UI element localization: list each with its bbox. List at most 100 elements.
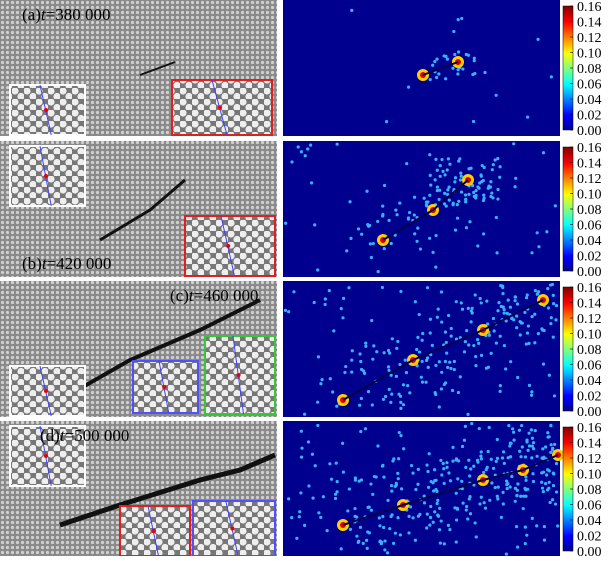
heat-dot <box>340 307 343 310</box>
heat-dot <box>469 467 472 470</box>
heat-dot <box>397 477 400 480</box>
heat-dot <box>376 220 379 223</box>
heat-dot <box>437 72 440 75</box>
heat-dot <box>284 309 287 312</box>
heat-dot <box>436 169 439 172</box>
heat-dot <box>324 297 327 300</box>
heat-dot <box>402 403 405 406</box>
heat-dot <box>527 342 530 345</box>
heat-dot <box>445 461 448 464</box>
heat-dot <box>367 390 370 393</box>
colorbar-tick-label: 0.00 <box>577 405 602 420</box>
heat-dot <box>429 183 432 186</box>
heat-dot <box>476 459 479 462</box>
heat-dot <box>358 480 361 483</box>
heat-dot <box>482 193 485 196</box>
heat-dot <box>348 200 351 203</box>
heat-dot <box>360 233 363 236</box>
heat-dot <box>461 308 464 311</box>
heat-dot <box>512 318 515 321</box>
heat-dot <box>439 164 442 167</box>
heat-dot <box>391 459 394 462</box>
heat-dot <box>433 510 436 513</box>
dislocation <box>226 244 230 248</box>
heat-dot <box>498 176 501 179</box>
heat-dot <box>480 450 483 453</box>
heat-dot <box>369 242 372 245</box>
colorbar-tick-label: 0.08 <box>577 483 602 498</box>
heat-dot <box>435 76 438 79</box>
heat-dot <box>536 38 539 41</box>
heat-dot <box>531 437 534 440</box>
heat-dot <box>448 361 451 364</box>
heat-dot <box>343 371 346 374</box>
colorbar-tick-label: 0.00 <box>577 265 602 280</box>
heat-dot <box>501 456 504 459</box>
heat-dot <box>447 157 450 160</box>
heat-dot <box>365 539 368 542</box>
heat-dot <box>549 501 552 504</box>
heat-dot <box>456 203 459 206</box>
heat-dot <box>524 475 527 478</box>
heat-dot <box>431 344 434 347</box>
heat-dot <box>522 495 525 498</box>
heat-dot <box>349 237 352 240</box>
heat-dot <box>398 431 401 434</box>
heat-dot <box>383 247 386 250</box>
heat-dot <box>548 481 551 484</box>
heat-dot <box>445 352 448 355</box>
heat-dot <box>326 529 329 532</box>
heat-dot <box>549 322 552 325</box>
heat-dot <box>353 507 356 510</box>
panel-label: (c)t=460 000 <box>170 286 258 305</box>
heat-dot <box>284 222 287 225</box>
heat-dot <box>550 316 553 319</box>
heat-dot <box>546 431 549 434</box>
heat-dot <box>489 180 492 183</box>
dislocation <box>162 385 166 389</box>
heat-dot <box>472 120 475 123</box>
heat-dot <box>454 229 457 232</box>
heat-dot <box>512 439 515 442</box>
heat-dot <box>438 528 441 531</box>
colorbar-tick-label: 0.16 <box>577 0 602 15</box>
heat-dot <box>481 164 484 167</box>
heat-dot <box>502 502 505 505</box>
heat-dot <box>445 204 448 207</box>
heat-dot <box>329 377 332 380</box>
heat-dot <box>533 313 536 316</box>
heat-dot <box>532 441 535 444</box>
time-value: =420 000 <box>47 254 112 273</box>
heat-dot <box>386 499 389 502</box>
heat-dot <box>490 352 493 355</box>
heat-dot <box>472 465 475 468</box>
heat-dot <box>438 507 441 510</box>
heat-dot <box>480 496 483 499</box>
heat-dot <box>473 59 476 62</box>
heat-dot <box>319 382 322 385</box>
heat-dot <box>516 376 519 379</box>
heat-dot <box>426 512 429 515</box>
heat-dot <box>383 184 386 187</box>
colorbar-tick-label: 0.10 <box>577 328 602 343</box>
time-value: =500 000 <box>65 426 130 445</box>
heat-dot <box>322 495 325 498</box>
heat-dot <box>500 516 503 519</box>
heat-dot <box>402 383 405 386</box>
heat-dot <box>439 459 442 462</box>
heat-dot <box>532 480 535 483</box>
heat-dot <box>436 502 439 505</box>
heat-dot <box>371 493 374 496</box>
heat-dot <box>544 482 547 485</box>
heat-dot <box>463 439 466 442</box>
heat-dot <box>413 232 416 235</box>
heat-dot <box>306 147 309 150</box>
heat-dot <box>387 369 390 372</box>
heat-dot <box>548 374 551 377</box>
heat-dot <box>350 9 353 12</box>
heatmap <box>283 281 560 417</box>
colorbar-tick-label: 0.10 <box>577 188 602 203</box>
colorbar-tick-label: 0.10 <box>577 468 602 483</box>
heat-dot <box>471 307 474 310</box>
heat-dot <box>476 244 479 247</box>
